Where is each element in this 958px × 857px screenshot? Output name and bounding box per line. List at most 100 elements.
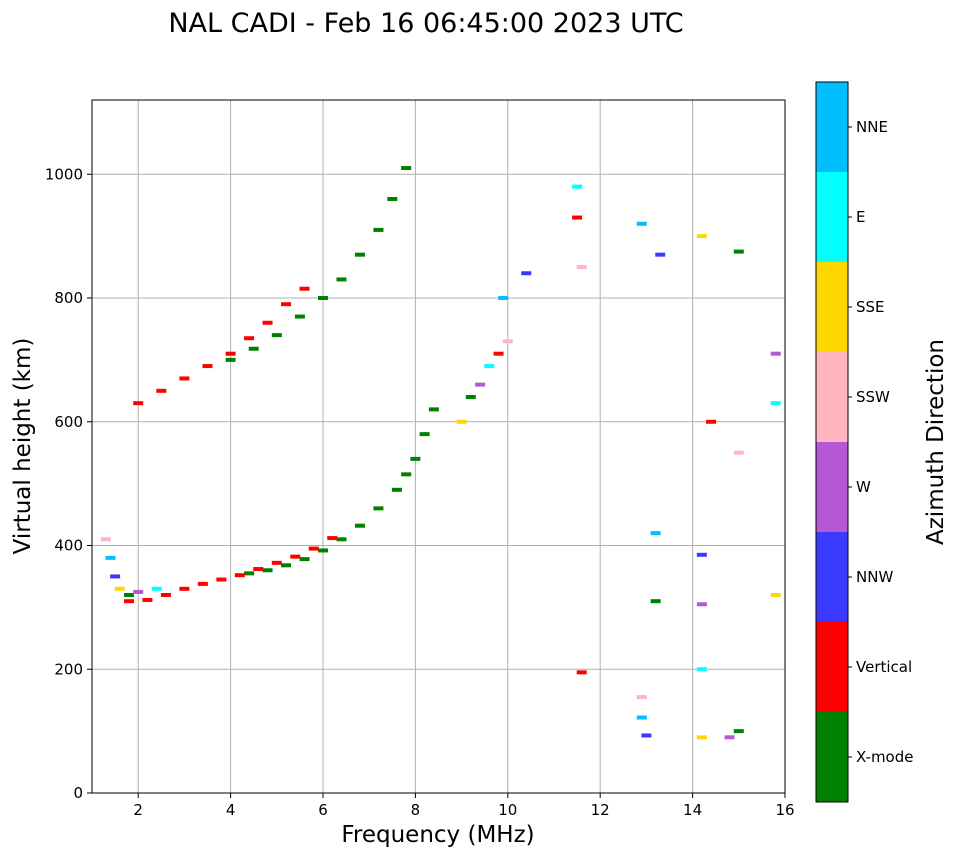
y-tick-label: 600 — [54, 413, 83, 431]
data-point — [318, 296, 328, 300]
data-point — [650, 599, 661, 604]
data-point — [465, 395, 476, 399]
data-point — [636, 715, 647, 720]
colorbar-tick-label: X-mode — [856, 748, 913, 766]
data-point — [160, 593, 171, 597]
data-point — [253, 567, 264, 572]
data-point — [387, 197, 398, 201]
y-axis-label: Virtual height (km) — [10, 338, 36, 555]
colorbar-segment — [816, 352, 848, 442]
colorbar-segment — [816, 622, 848, 712]
plot-frame — [92, 100, 785, 793]
data-point — [336, 537, 347, 542]
data-point — [521, 271, 532, 276]
x-tick-label: 12 — [591, 801, 610, 819]
series-0 — [244, 407, 439, 576]
colorbar-tick-label: NNW — [856, 568, 893, 586]
x-tick-label: 16 — [775, 801, 794, 819]
data-point — [156, 388, 167, 393]
colorbar-tick-label: SSE — [856, 298, 885, 316]
colorbar-tick-label: Vertical — [856, 658, 912, 676]
data-points — [100, 166, 781, 740]
data-point — [733, 729, 744, 734]
data-point — [696, 552, 707, 557]
data-point — [419, 432, 430, 437]
data-point — [114, 586, 125, 591]
colorbar-frame — [815, 81, 849, 803]
data-point — [373, 227, 384, 232]
data-point — [151, 586, 162, 591]
data-point — [572, 184, 583, 189]
x-tick-label: 10 — [498, 801, 517, 819]
data-point — [502, 339, 513, 344]
data-point — [456, 419, 467, 424]
data-point — [133, 589, 144, 594]
data-point — [271, 333, 282, 338]
data-point — [641, 733, 652, 738]
data-point — [244, 571, 255, 576]
colorbar: X-mode Vertical NNW W SSW SSE E NNE — [815, 81, 913, 803]
data-point — [354, 252, 365, 257]
data-point — [733, 450, 744, 455]
data-point — [354, 523, 365, 528]
data-point — [770, 401, 781, 406]
data-point — [733, 249, 744, 254]
data-point — [133, 401, 144, 406]
series-1 — [123, 536, 338, 604]
data-point — [294, 314, 305, 319]
data-point — [336, 277, 347, 282]
data-point — [498, 296, 509, 300]
plot-area: 2 4 6 8 10 12 14 16 0 200 400 600 800 1000 — [45, 99, 795, 819]
x-tick-label: 2 — [133, 801, 143, 819]
data-point — [576, 670, 587, 675]
colorbar-tick-label: E — [856, 208, 865, 226]
y-tick-label: 0 — [73, 784, 83, 802]
colorbar-segment — [816, 262, 848, 352]
data-point — [262, 320, 273, 325]
data-point — [197, 581, 208, 586]
y-tick-label: 400 — [54, 537, 83, 555]
data-point — [410, 456, 421, 461]
data-point — [770, 351, 781, 356]
x-tick-label: 6 — [318, 801, 328, 819]
x-axis-label: Frequency (MHz) — [341, 822, 534, 848]
colorbar-tick-label: SSW — [856, 388, 890, 406]
data-point — [290, 554, 301, 559]
data-point — [696, 735, 707, 740]
x-tick-label: 14 — [683, 801, 702, 819]
data-point — [179, 586, 190, 591]
data-point — [308, 546, 319, 551]
data-point — [299, 286, 310, 291]
data-point — [142, 597, 153, 602]
data-point — [655, 252, 666, 257]
data-point — [216, 577, 227, 582]
colorbar-segment — [816, 532, 848, 622]
data-point — [105, 555, 116, 560]
x-tick-label: 8 — [411, 801, 421, 819]
series-2 — [225, 166, 412, 362]
series-5 — [456, 271, 532, 424]
data-point — [706, 419, 717, 424]
data-point — [696, 234, 707, 239]
grid-lines — [92, 100, 786, 794]
colorbar-tick-label: W — [856, 478, 871, 496]
data-point — [493, 351, 504, 356]
x-tick-label: 4 — [226, 801, 236, 819]
data-point — [724, 735, 735, 740]
data-point — [391, 487, 402, 492]
colorbar-segment — [816, 712, 848, 802]
data-point — [110, 574, 121, 579]
plot-border — [91, 99, 786, 794]
data-point — [696, 602, 707, 607]
data-point — [401, 166, 412, 171]
data-point — [636, 221, 647, 226]
data-point — [636, 695, 647, 700]
data-point — [327, 536, 338, 541]
colorbar-segment — [816, 442, 848, 532]
data-point — [281, 563, 292, 568]
data-point — [244, 336, 255, 341]
data-point — [234, 573, 245, 578]
data-point — [225, 357, 236, 362]
data-point — [318, 548, 328, 553]
